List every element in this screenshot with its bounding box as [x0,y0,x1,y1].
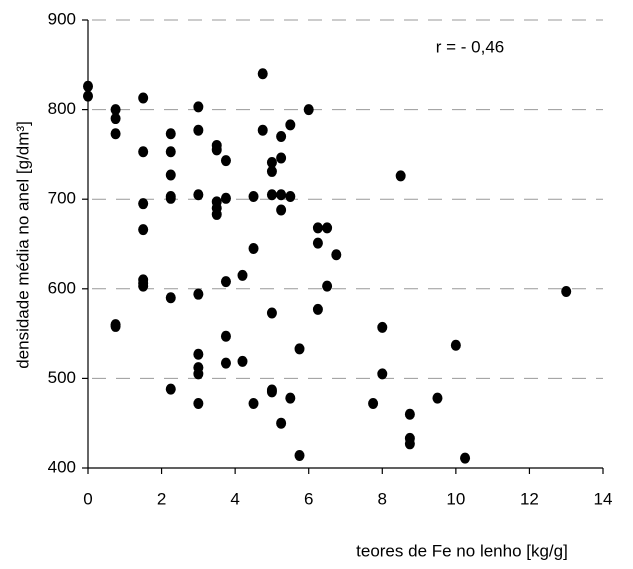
point [211,144,222,156]
x-tick-label: 8 [378,489,387,508]
point [237,355,248,367]
point [285,392,296,404]
y-tick-label: 400 [48,457,76,476]
point [110,128,121,140]
point [432,392,443,404]
point [83,80,93,92]
point [561,285,572,297]
point [248,397,259,409]
point [285,191,296,203]
point [220,330,231,342]
point [276,130,287,142]
point [248,242,259,254]
point [83,90,93,102]
point [312,237,323,249]
point [404,438,415,450]
point [138,146,149,158]
y-tick-label: 600 [48,278,76,297]
point [110,320,121,332]
x-tick-label: 10 [446,489,465,508]
point [220,276,231,288]
point [450,339,461,351]
point [248,191,259,203]
x-tick-label: 14 [594,489,613,508]
point [165,128,176,140]
point [294,449,305,461]
point [220,192,231,204]
point [266,189,277,201]
point [276,204,287,216]
point [138,92,149,104]
point [266,156,277,168]
x-tick-label: 6 [304,489,313,508]
point [266,307,277,319]
y-axis-label: densidade média no anel [g/dm³] [13,121,32,369]
point [138,224,149,236]
point [165,146,176,158]
y-tick-label: 800 [48,99,76,118]
point [331,249,342,261]
point [377,321,388,333]
x-tick-label: 2 [157,489,166,508]
point [193,101,204,113]
point [211,208,222,220]
x-tick-label: 4 [230,489,239,508]
point [138,280,149,292]
point [303,104,314,116]
point [276,417,287,429]
point [220,357,231,369]
point [165,383,176,395]
point [110,104,121,116]
point [285,119,296,131]
point [294,343,305,355]
point [165,292,176,304]
y-tick-label: 500 [48,368,76,387]
x-tick-label: 12 [520,489,539,508]
x-axis-label: teores de Fe no lenho [kg/g] [356,541,568,560]
point [404,408,415,420]
point [377,368,388,380]
point [395,170,406,182]
point [165,169,176,181]
point [193,189,204,201]
point [368,397,379,409]
point [193,288,204,300]
point [460,452,471,464]
point [312,303,323,315]
point [237,269,248,281]
point [165,192,176,204]
point [257,124,268,136]
point [322,280,333,292]
point [220,155,231,167]
point [266,165,277,177]
point [276,189,287,201]
point [257,68,268,80]
point [312,222,323,234]
point [193,368,204,380]
y-tick-label: 900 [48,9,76,28]
point [322,222,333,234]
annotation: r = - 0,46 [436,37,505,56]
point [193,397,204,409]
point [193,124,204,136]
point [266,386,277,398]
point [138,198,149,210]
point [110,113,121,125]
x-tick-label: 0 [83,489,92,508]
point [276,152,287,164]
y-tick-label: 700 [48,189,76,208]
point [193,348,204,360]
